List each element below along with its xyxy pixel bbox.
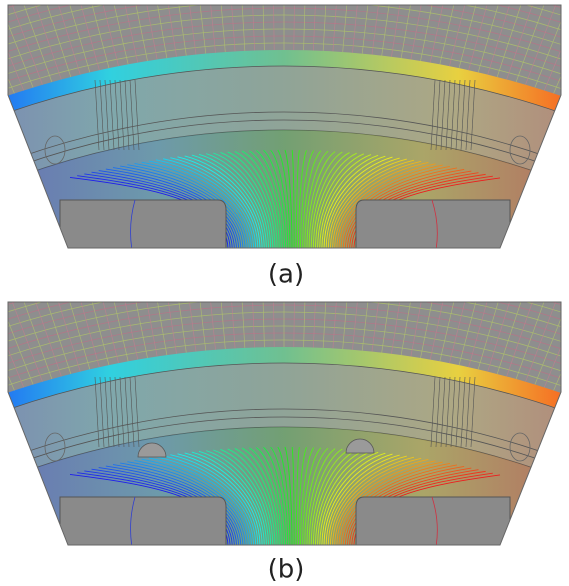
slot (60, 200, 226, 250)
field-line (563, 210, 569, 393)
field-line (0, 210, 5, 393)
caption: (a) (268, 260, 304, 290)
field-line (0, 0, 5, 97)
caption: (b) (268, 555, 305, 585)
page: (a) (b) (() => { const data = JSON.parse… (0, 0, 569, 586)
figure: (a) (b) (0, 0, 569, 586)
field-line (0, 0, 569, 3)
slot (60, 497, 226, 547)
field-line (563, 0, 569, 97)
slot (356, 497, 510, 547)
slot (356, 200, 510, 250)
